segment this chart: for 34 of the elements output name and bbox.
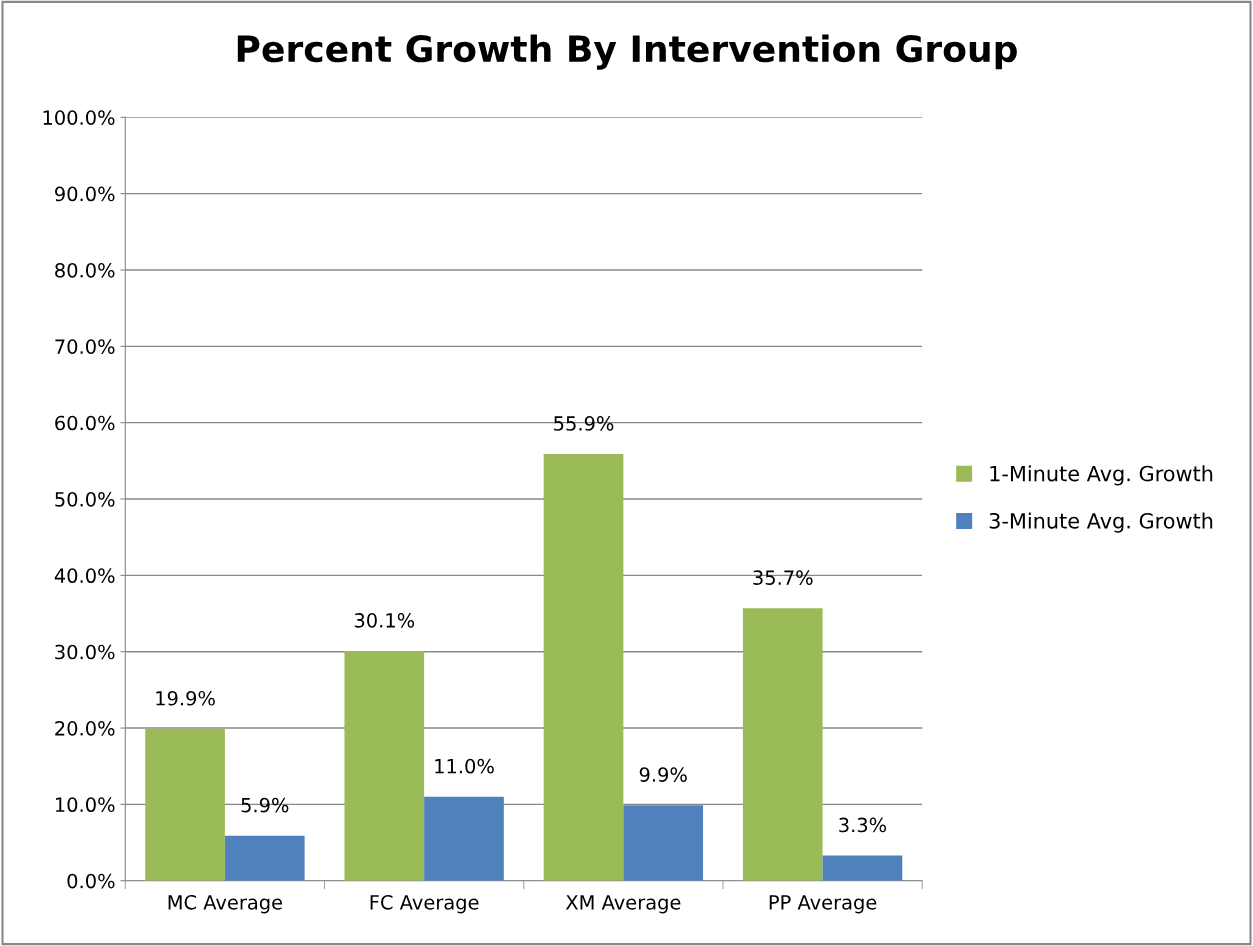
bar bbox=[344, 650, 425, 881]
y-tick-label: 30.0% bbox=[55, 644, 115, 660]
bar bbox=[822, 855, 903, 881]
y-tick-label: 0.0% bbox=[67, 873, 115, 889]
x-tick-label: MC Average bbox=[168, 894, 283, 914]
data-label: 19.9% bbox=[156, 690, 215, 706]
bar bbox=[424, 796, 504, 881]
x-tick-label: FC Average bbox=[370, 894, 479, 914]
bar bbox=[543, 453, 624, 881]
legend-label: 1-Minute Avg. Growth bbox=[990, 465, 1213, 486]
data-label: 55.9% bbox=[554, 416, 614, 431]
data-label: 35.7% bbox=[753, 570, 813, 585]
bar bbox=[224, 835, 305, 881]
x-tick-label: XM Average bbox=[565, 895, 681, 914]
y-tick-label: 90.0% bbox=[55, 186, 115, 202]
y-tick-label: 10.0% bbox=[55, 797, 115, 813]
data-label: 9.9% bbox=[639, 767, 687, 782]
y-tick-label: 60.0% bbox=[55, 415, 115, 431]
data-label: 30.1% bbox=[354, 613, 415, 628]
y-tick-label: 20.0% bbox=[55, 721, 115, 736]
bar bbox=[623, 805, 704, 881]
data-label: 5.9% bbox=[241, 797, 289, 813]
x-tick-label: PP Average bbox=[769, 895, 877, 914]
bar bbox=[742, 608, 823, 881]
data-label: 3.3% bbox=[839, 817, 887, 833]
data-label: 11.0% bbox=[435, 758, 494, 774]
y-tick-label: 50.0% bbox=[55, 491, 115, 507]
bar bbox=[145, 728, 225, 881]
y-tick-label: 40.0% bbox=[54, 568, 115, 584]
y-tick-label: 100.0% bbox=[43, 110, 115, 125]
chart-title: Percent Growth By Intervention Group bbox=[237, 34, 1017, 70]
y-tick-label: 70.0% bbox=[55, 339, 115, 354]
legend-label: 3-Minute Avg. Growth bbox=[989, 512, 1213, 533]
y-tick-label: 80.0% bbox=[55, 262, 115, 278]
